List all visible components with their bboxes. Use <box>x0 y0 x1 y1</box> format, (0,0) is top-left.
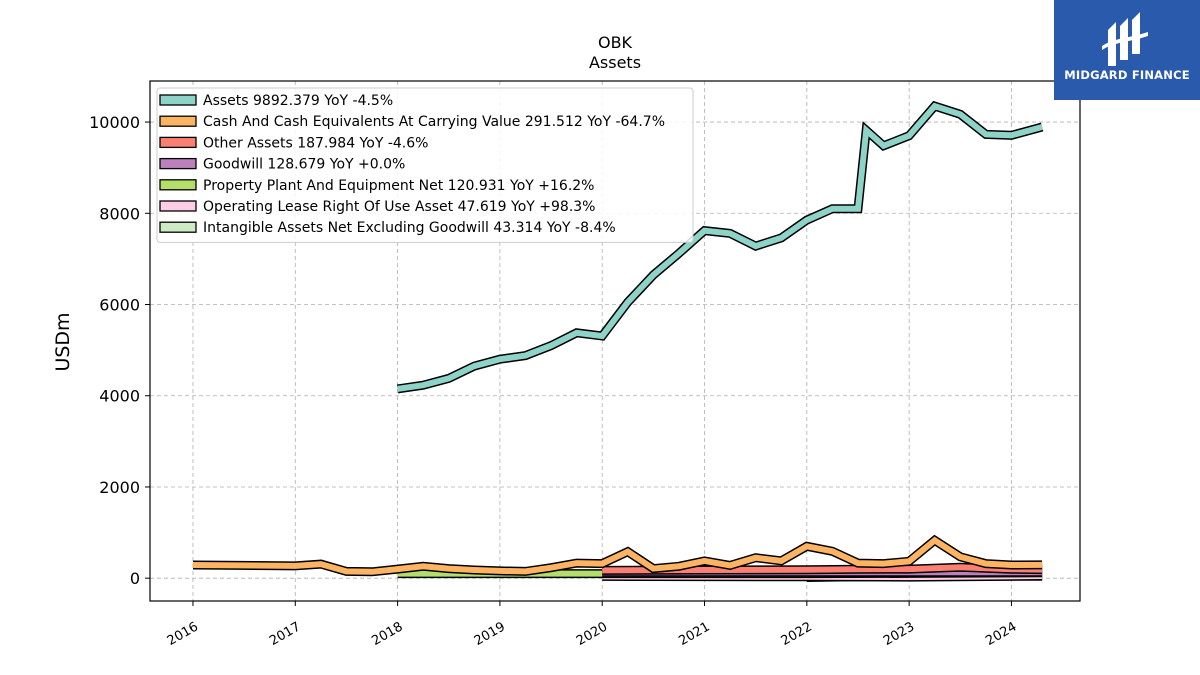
brand-logo: MIDGARD FINANCE <box>1054 0 1200 100</box>
series-stroke <box>397 102 1043 392</box>
series-line <box>192 534 1043 577</box>
x-tick-label: 2021 <box>676 619 712 649</box>
series-stroke <box>192 536 1043 575</box>
y-tick-label: 4000 <box>99 387 140 406</box>
legend-entry: Property Plant And Equipment Net 120.931… <box>203 178 594 194</box>
series-layer <box>192 100 1044 582</box>
y-tick-label: 2000 <box>99 478 140 497</box>
legend-swatch <box>159 179 197 191</box>
legend-entry: Operating Lease Right Of Use Asset 47.61… <box>203 199 596 215</box>
chart-title: OBK <box>598 33 633 52</box>
x-tick-label: 2016 <box>165 619 201 649</box>
x-tick-label: 2024 <box>983 619 1019 649</box>
legend-entry: Intangible Assets Net Excluding Goodwill… <box>203 220 616 236</box>
chart-subtitle: Assets <box>589 53 641 72</box>
x-tick-label: 2017 <box>267 619 303 649</box>
plot-frame <box>149 80 1081 602</box>
x-tick-label: 2018 <box>369 619 405 649</box>
y-axis-label: USDm <box>52 312 74 371</box>
legend-swatch <box>159 200 197 212</box>
series-line <box>396 100 1044 394</box>
legend-swatch <box>159 157 197 170</box>
legend-entry: Assets 9892.379 YoY -4.5% <box>203 93 393 109</box>
legend-swatch <box>159 115 197 127</box>
legend-swatch <box>159 136 197 149</box>
y-tick-label: 0 <box>130 569 140 588</box>
brand-name: MIDGARD FINANCE <box>1064 68 1190 82</box>
legend-entry: Goodwill 128.679 YoY +0.0% <box>203 157 405 173</box>
x-tick-label: 2019 <box>472 619 508 649</box>
legend-swatch <box>159 221 197 233</box>
legend-entry: Other Assets 187.984 YoY -4.6% <box>203 135 428 151</box>
legend-swatch <box>159 94 197 106</box>
midgard-logo-icon <box>1102 12 1148 66</box>
legend-box <box>156 87 694 243</box>
y-tick-label: 6000 <box>99 296 140 315</box>
legend: Assets 9892.379 YoY -4.5% Cash And Cash E… <box>156 87 694 243</box>
y-tick-label: 10000 <box>89 113 140 132</box>
legend-entry: Cash And Cash Equivalents At Carrying Va… <box>203 114 665 130</box>
y-tick-label: 8000 <box>99 204 140 223</box>
x-tick-label: 2022 <box>779 619 815 649</box>
x-tick-label: 2023 <box>881 619 917 649</box>
x-tick-label: 2020 <box>574 619 610 649</box>
